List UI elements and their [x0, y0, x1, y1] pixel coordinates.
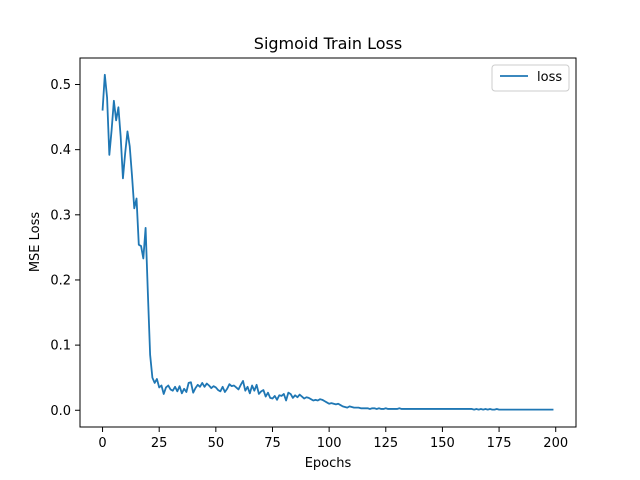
x-tick-label: 175: [487, 436, 512, 451]
x-tick-label: 75: [264, 436, 281, 451]
x-axis-label: Epochs: [305, 456, 352, 471]
y-tick-label: 0.3: [50, 208, 71, 223]
y-axis: 0.0 0.1 0.2 0.3 0.4 0.5: [50, 78, 80, 419]
axes-frame: [79, 57, 577, 428]
y-tick-label: 0.0: [50, 404, 71, 419]
y-tick-label: 0.5: [50, 78, 71, 93]
x-tick-label: 125: [373, 436, 398, 451]
legend: loss: [491, 64, 570, 92]
x-tick-label: 50: [208, 436, 225, 451]
chart-title: Sigmoid Train Loss: [254, 34, 402, 53]
legend-box: [491, 64, 570, 92]
plot-area: [80, 58, 576, 427]
x-tick-label: 25: [151, 436, 168, 451]
x-axis: 0 25 50 75 100 125 150 175 200: [98, 427, 568, 451]
y-axis-label: MSE Loss: [28, 212, 43, 273]
x-tick-label: 0: [98, 436, 106, 451]
axes-background: [80, 58, 576, 427]
y-tick-label: 0.1: [50, 339, 71, 354]
x-tick-label: 200: [543, 436, 568, 451]
x-tick-label: 100: [317, 436, 342, 451]
x-tick-label: 150: [430, 436, 455, 451]
series-line-loss: [101, 73, 554, 411]
y-tick-label: 0.2: [50, 273, 71, 288]
legend-entry-loss: loss: [537, 70, 562, 85]
y-tick-label: 0.4: [50, 143, 71, 158]
series-layer: [101, 73, 554, 411]
